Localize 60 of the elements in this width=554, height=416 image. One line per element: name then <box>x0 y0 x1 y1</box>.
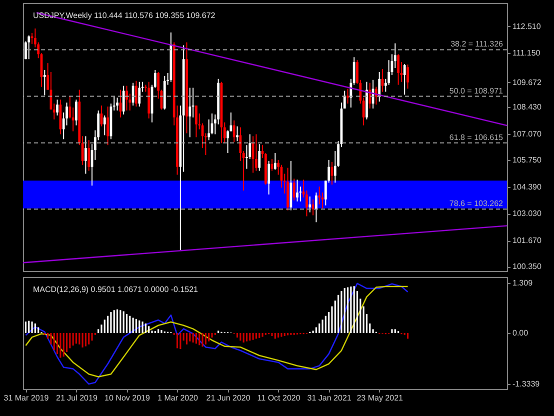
x-tick-label: 10 Nov 2019 <box>104 394 150 402</box>
x-tick-label: 31 Mar 2019 <box>4 394 50 402</box>
candlestick <box>403 64 406 96</box>
candlestick <box>103 114 106 136</box>
x-tick-label: 21 Jul 2019 <box>56 394 98 402</box>
candlestick <box>226 130 229 154</box>
candlestick <box>75 99 78 126</box>
candlestick <box>274 152 276 170</box>
candlestick <box>88 140 90 172</box>
candlestick <box>308 196 312 213</box>
candlestick <box>406 64 409 90</box>
y-tick-label: 111.150 <box>512 48 541 58</box>
y-tick-label: 108.430 <box>512 102 542 112</box>
candlestick <box>43 70 46 96</box>
candlestick <box>346 88 349 104</box>
candlestick <box>296 179 298 202</box>
candlestick <box>292 178 296 201</box>
x-tick-label: 1 Mar 2020 <box>158 394 199 402</box>
x-tick-label: 21 Jun 2020 <box>206 394 251 402</box>
y-tick-label: 109.672 <box>512 78 542 87</box>
x-tick-label: 31 Jan 2021 <box>307 394 352 402</box>
x-tick-label: 23 May 2021 <box>356 394 404 402</box>
candlestick <box>232 120 236 143</box>
y-tick-label: 103.030 <box>512 209 542 218</box>
y-tick-label: 104.390 <box>512 182 542 192</box>
candlestick <box>318 186 321 205</box>
candlestick <box>135 80 138 108</box>
ref-line-label: 38.2 = 111.326 <box>450 40 504 49</box>
ref-line-label: 50.0 = 108.971 <box>449 86 504 96</box>
candlestick <box>268 160 270 196</box>
candlestick <box>258 144 261 172</box>
y-tick-label: 101.670 <box>512 236 542 246</box>
y-tick-label: 100.350 <box>512 262 542 272</box>
candlestick <box>116 97 118 112</box>
candlestick <box>195 105 198 138</box>
candlestick <box>138 81 141 108</box>
y-tick-label: 1.309 <box>512 278 534 288</box>
candlestick <box>397 54 400 86</box>
y-tick-label: 0.00 <box>512 328 529 338</box>
candlestick <box>132 82 134 106</box>
candlestick <box>122 85 125 115</box>
y-tick-label: 107.070 <box>512 129 542 138</box>
ref-line-label: 78.6 = 103.262 <box>449 199 504 208</box>
candlestick <box>119 89 122 118</box>
candlestick <box>84 136 87 174</box>
y-tick-label: -1.3339 <box>512 379 540 388</box>
candlestick <box>255 134 258 172</box>
ref-line-label: 61.8 = 106.615 <box>449 132 504 142</box>
candlestick <box>314 192 318 223</box>
candlestick <box>378 71 381 102</box>
candlestick <box>28 34 30 60</box>
y-tick-label: 105.750 <box>512 155 542 164</box>
y-tick-label: 112.510 <box>512 22 542 31</box>
candlestick <box>188 87 192 138</box>
x-tick-label: 11 Oct 2020 <box>257 394 301 402</box>
candlestick <box>106 106 109 146</box>
candlestick <box>46 62 50 90</box>
candlestick <box>56 99 58 116</box>
text: MACD(12,26,9) 0.9501 1.0671 0.0000 -0.1521 <box>33 285 199 294</box>
candlestick <box>236 126 238 142</box>
